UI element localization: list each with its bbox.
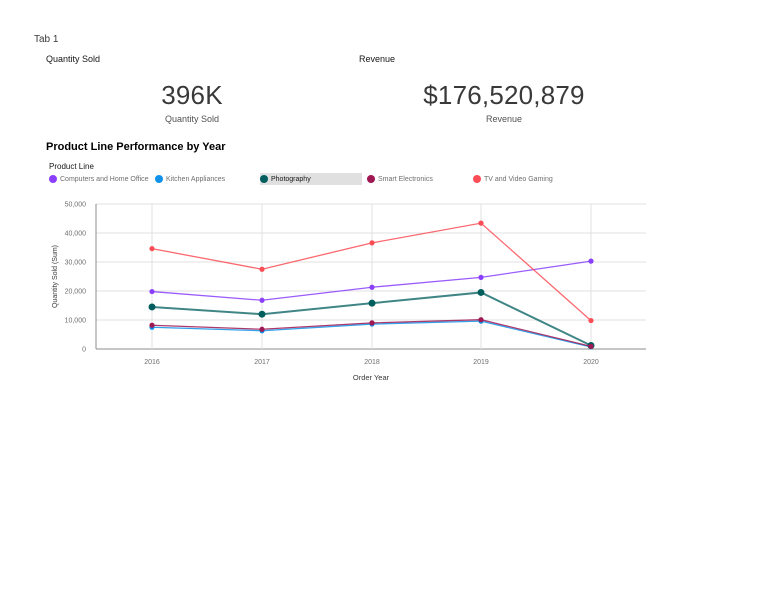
kpi-quantity-title: Quantity Sold <box>46 54 101 64</box>
data-point <box>148 303 156 311</box>
legend-item[interactable]: Kitchen Appliances <box>155 173 225 185</box>
legend-swatch <box>49 175 57 183</box>
data-point <box>149 246 155 252</box>
legend-item[interactable]: Computers and Home Office <box>49 173 149 185</box>
data-point <box>149 322 155 328</box>
kpi-revenue-value: $176,520,879 <box>423 80 585 110</box>
kpi-quantity-label: Quantity Sold <box>164 114 220 124</box>
x-axis-title: Order Year <box>353 373 390 382</box>
y-axis-title: Quantity Sold (Sum) <box>52 245 59 308</box>
line-chart: 0 10,000 20,000 30,000 40,000 50,000 2016 2017 2… <box>52 202 646 382</box>
data-point <box>369 320 375 326</box>
data-point <box>369 284 375 290</box>
legend-title: Product Line <box>49 162 94 171</box>
x-tick-label: 2019 <box>473 359 489 366</box>
legend-label: Computers and Home Office <box>60 175 149 183</box>
data-point <box>478 274 484 280</box>
data-point <box>588 258 594 264</box>
x-tick-label: 2016 <box>144 359 160 366</box>
legend-label: Kitchen Appliances <box>166 175 226 183</box>
y-tick-label: 10,000 <box>65 318 87 325</box>
kpi-quantity-value: 396K <box>161 80 223 110</box>
legend-swatch <box>367 175 375 183</box>
data-point <box>478 317 484 323</box>
data-point <box>259 266 265 272</box>
data-point <box>588 343 594 349</box>
data-point <box>259 297 265 303</box>
legend-label: Smart Electronics <box>378 175 433 183</box>
legend-label: TV and Video Gaming <box>484 175 553 183</box>
kpi-revenue-label: Revenue <box>485 114 523 124</box>
data-point <box>588 317 594 324</box>
legend-swatch <box>473 175 481 183</box>
legend-item[interactable]: TV and Video Gaming <box>473 173 553 185</box>
legend-label: Photography <box>271 175 311 183</box>
legend-swatch <box>260 175 268 183</box>
data-point <box>259 326 265 332</box>
tab-label[interactable]: Tab 1 <box>34 34 59 45</box>
kpi-revenue-title: Revenue <box>359 54 396 64</box>
data-point <box>369 240 375 246</box>
chart-title: Product Line Performance by Year <box>46 141 226 153</box>
data-point <box>149 288 155 295</box>
data-point <box>368 299 376 307</box>
y-tick-label: 20,000 <box>65 289 87 296</box>
y-tick-label: 0 <box>82 347 86 354</box>
data-point <box>258 310 266 318</box>
x-tick-label: 2020 <box>583 359 599 366</box>
x-tick-label: 2018 <box>364 359 380 366</box>
legend-item[interactable]: Photography <box>260 173 362 185</box>
y-tick-label: 50,000 <box>65 202 87 209</box>
y-tick-label: 40,000 <box>65 231 87 238</box>
legend-item[interactable]: Smart Electronics <box>367 173 433 185</box>
legend-swatch <box>155 175 163 183</box>
data-point <box>478 220 484 226</box>
data-point <box>477 288 485 296</box>
chart-legend: Computers and Home Office Kitchen Applian… <box>0 173 768 185</box>
y-tick-label: 30,000 <box>65 260 87 267</box>
x-tick-label: 2017 <box>254 359 270 366</box>
